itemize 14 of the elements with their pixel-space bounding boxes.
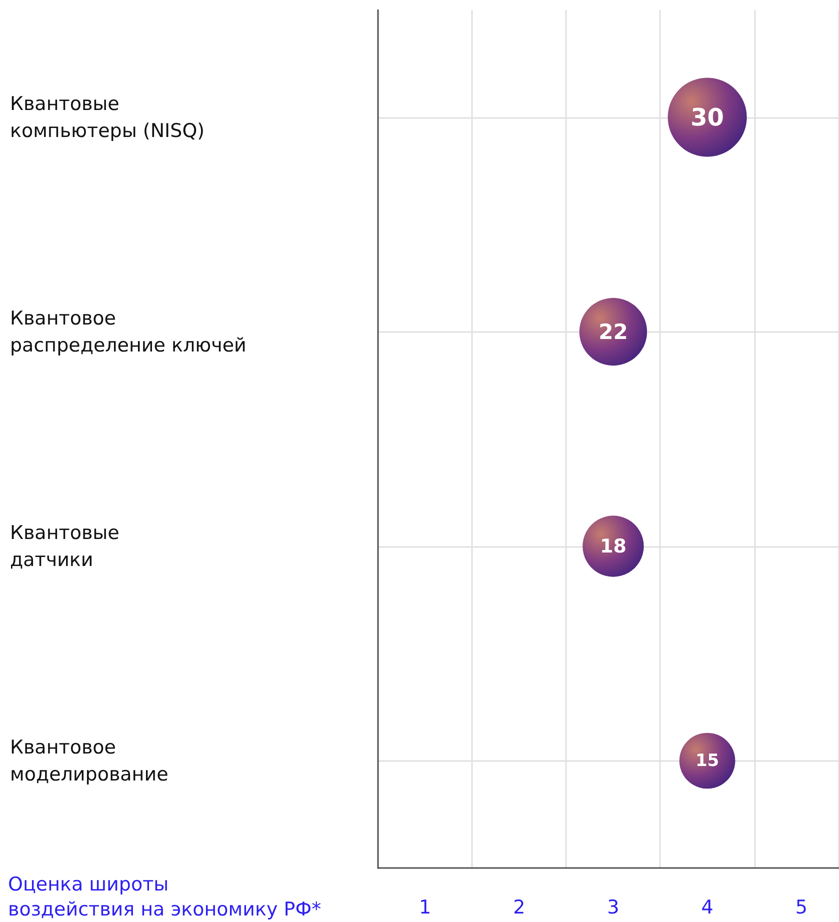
x-tick-label: 2 bbox=[513, 896, 526, 918]
y-tick-label: Квантовое моделирование bbox=[10, 736, 168, 786]
data-label: 15 bbox=[695, 750, 720, 771]
y-tick-label: Квантовое распределение ключей bbox=[10, 307, 246, 356]
y-tick-label: Квантовые компьютеры (NISQ) bbox=[10, 92, 205, 142]
x-tick-label: 1 bbox=[418, 896, 432, 918]
x-axis-title: Оценка широты воздействия на экономику РФ* bbox=[8, 874, 322, 920]
x-tick-label: 3 bbox=[607, 896, 620, 918]
y-tick-label: Квантовые датчики bbox=[10, 522, 120, 571]
x-tick-label: 4 bbox=[701, 896, 714, 918]
data-label: 30 bbox=[690, 103, 724, 132]
data-label: 18 bbox=[600, 535, 626, 558]
data-label: 22 bbox=[598, 320, 628, 344]
x-tick-label: 5 bbox=[795, 896, 808, 918]
